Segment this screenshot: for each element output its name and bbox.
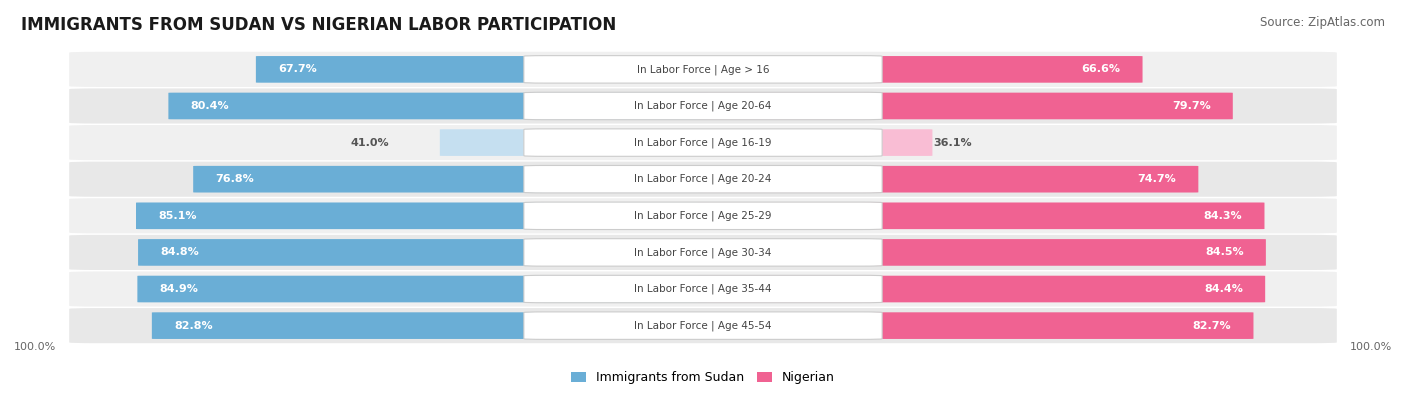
FancyBboxPatch shape xyxy=(524,275,882,303)
FancyBboxPatch shape xyxy=(697,276,1265,302)
FancyBboxPatch shape xyxy=(697,312,1254,339)
Text: In Labor Force | Age 25-29: In Labor Force | Age 25-29 xyxy=(634,211,772,221)
FancyBboxPatch shape xyxy=(136,203,709,229)
Text: 79.7%: 79.7% xyxy=(1173,101,1211,111)
FancyBboxPatch shape xyxy=(152,312,709,339)
Text: In Labor Force | Age > 16: In Labor Force | Age > 16 xyxy=(637,64,769,75)
FancyBboxPatch shape xyxy=(697,129,932,156)
Text: 100.0%: 100.0% xyxy=(14,342,56,352)
FancyBboxPatch shape xyxy=(69,125,1337,160)
Text: 82.8%: 82.8% xyxy=(174,321,212,331)
FancyBboxPatch shape xyxy=(697,239,1265,266)
FancyBboxPatch shape xyxy=(69,198,1337,233)
Text: 84.3%: 84.3% xyxy=(1204,211,1243,221)
Text: 84.4%: 84.4% xyxy=(1205,284,1243,294)
Text: 84.5%: 84.5% xyxy=(1205,247,1244,258)
Text: 84.9%: 84.9% xyxy=(159,284,198,294)
FancyBboxPatch shape xyxy=(524,129,882,156)
FancyBboxPatch shape xyxy=(69,88,1337,124)
FancyBboxPatch shape xyxy=(697,93,1233,119)
Text: In Labor Force | Age 35-44: In Labor Force | Age 35-44 xyxy=(634,284,772,294)
FancyBboxPatch shape xyxy=(524,312,882,339)
FancyBboxPatch shape xyxy=(69,308,1337,343)
Text: In Labor Force | Age 20-24: In Labor Force | Age 20-24 xyxy=(634,174,772,184)
FancyBboxPatch shape xyxy=(138,239,709,266)
FancyBboxPatch shape xyxy=(697,56,1143,83)
Text: 76.8%: 76.8% xyxy=(215,174,254,184)
FancyBboxPatch shape xyxy=(69,271,1337,307)
Text: 66.6%: 66.6% xyxy=(1081,64,1121,74)
Text: In Labor Force | Age 30-34: In Labor Force | Age 30-34 xyxy=(634,247,772,258)
Text: 74.7%: 74.7% xyxy=(1137,174,1177,184)
FancyBboxPatch shape xyxy=(193,166,709,192)
Text: In Labor Force | Age 20-64: In Labor Force | Age 20-64 xyxy=(634,101,772,111)
FancyBboxPatch shape xyxy=(69,52,1337,87)
FancyBboxPatch shape xyxy=(256,56,709,83)
Text: 85.1%: 85.1% xyxy=(157,211,197,221)
Text: In Labor Force | Age 16-19: In Labor Force | Age 16-19 xyxy=(634,137,772,148)
Text: IMMIGRANTS FROM SUDAN VS NIGERIAN LABOR PARTICIPATION: IMMIGRANTS FROM SUDAN VS NIGERIAN LABOR … xyxy=(21,16,616,34)
Text: 84.8%: 84.8% xyxy=(160,247,198,258)
FancyBboxPatch shape xyxy=(169,93,709,119)
FancyBboxPatch shape xyxy=(69,235,1337,270)
FancyBboxPatch shape xyxy=(524,239,882,266)
FancyBboxPatch shape xyxy=(524,92,882,120)
Text: 82.7%: 82.7% xyxy=(1192,321,1232,331)
FancyBboxPatch shape xyxy=(697,166,1198,192)
Legend: Immigrants from Sudan, Nigerian: Immigrants from Sudan, Nigerian xyxy=(567,367,839,389)
Text: Source: ZipAtlas.com: Source: ZipAtlas.com xyxy=(1260,16,1385,29)
Text: 80.4%: 80.4% xyxy=(190,101,229,111)
Text: In Labor Force | Age 45-54: In Labor Force | Age 45-54 xyxy=(634,320,772,331)
FancyBboxPatch shape xyxy=(524,56,882,83)
FancyBboxPatch shape xyxy=(524,202,882,229)
Text: 41.0%: 41.0% xyxy=(350,137,389,148)
FancyBboxPatch shape xyxy=(524,166,882,193)
FancyBboxPatch shape xyxy=(138,276,709,302)
Text: 100.0%: 100.0% xyxy=(1350,342,1392,352)
FancyBboxPatch shape xyxy=(69,162,1337,197)
Text: 67.7%: 67.7% xyxy=(278,64,316,74)
FancyBboxPatch shape xyxy=(697,203,1264,229)
Text: 36.1%: 36.1% xyxy=(934,137,973,148)
FancyBboxPatch shape xyxy=(440,129,709,156)
